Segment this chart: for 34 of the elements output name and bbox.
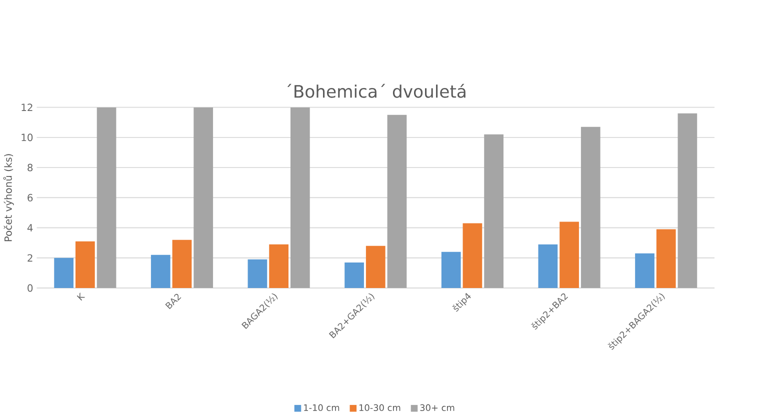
bar (538, 244, 558, 288)
chart-title: ´Bohemica´ dvouletá (287, 84, 466, 98)
legend-label: 10-30 cm (360, 404, 400, 411)
bar (344, 262, 364, 288)
bar (387, 114, 407, 288)
y-tick-label: 10 (22, 134, 33, 142)
y-tick-label: 4 (27, 224, 33, 232)
bar (462, 223, 482, 288)
bar (54, 258, 74, 288)
bar (656, 229, 676, 288)
y-tick-label: 6 (28, 194, 33, 202)
legend-label: 1-10 cm (304, 404, 340, 411)
y-axis-title: Počet výhonů (ks) (3, 154, 14, 241)
bar (194, 107, 214, 288)
legend-label: 30+ cm (420, 404, 454, 411)
bar (560, 222, 579, 288)
y-tick-label: 8 (28, 164, 33, 172)
bar (678, 113, 698, 288)
bar (150, 254, 170, 288)
y-tick-label: 12 (22, 103, 32, 111)
bar (248, 259, 268, 288)
bar (290, 107, 310, 288)
bar (441, 252, 461, 288)
bar (269, 244, 288, 288)
bar (96, 107, 116, 288)
y-tick-label: 2 (28, 254, 32, 262)
bar (484, 134, 504, 288)
bar (75, 241, 95, 288)
bar (366, 246, 386, 288)
bar (635, 253, 654, 288)
bar (580, 126, 600, 288)
y-tick-label: 0 (28, 284, 33, 292)
bar (172, 240, 192, 288)
x-tick-label: K (76, 292, 86, 300)
